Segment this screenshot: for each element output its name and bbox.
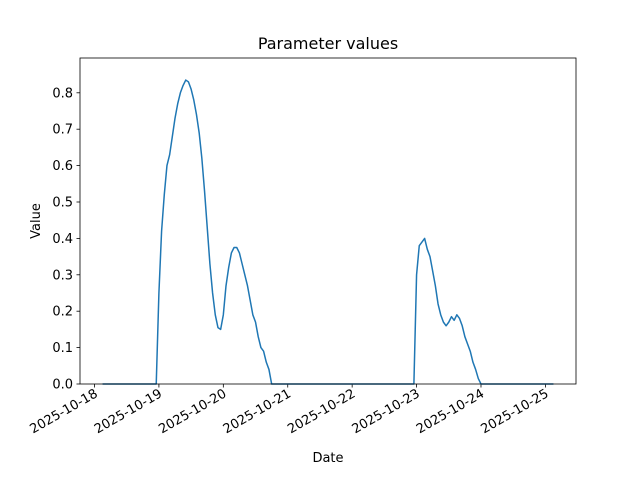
y-tick-label: 0.1: [52, 341, 73, 356]
x-tick-label: 2025-10-19: [92, 386, 165, 437]
x-tick-label: 2025-10-25: [478, 386, 551, 437]
x-axis-label: Date: [312, 451, 343, 466]
x-tick-label: 2025-10-18: [28, 386, 101, 437]
x-tick-label: 2025-10-24: [414, 386, 487, 437]
x-tick-label: 2025-10-23: [350, 386, 423, 437]
y-tick-label: 0.8: [52, 86, 73, 101]
x-tick-label: 2025-10-20: [156, 386, 229, 437]
y-tick-label: 0.2: [52, 305, 73, 320]
plot-frame: [79, 57, 577, 385]
y-tick-label: 0.6: [52, 159, 73, 174]
y-tick-label: 0.5: [52, 195, 73, 210]
chart-title: Parameter values: [258, 34, 398, 53]
x-tick-label: 2025-10-21: [221, 386, 294, 437]
y-tick-label: 0.7: [52, 123, 73, 138]
y-tick-label: 0.4: [52, 232, 73, 247]
x-tick-label: 2025-10-22: [285, 386, 358, 437]
y-tick-label: 0.3: [52, 268, 73, 283]
data-line: [102, 79, 554, 385]
y-tick-label: 0.0: [52, 378, 73, 393]
y-axis-label: Value: [29, 203, 44, 239]
